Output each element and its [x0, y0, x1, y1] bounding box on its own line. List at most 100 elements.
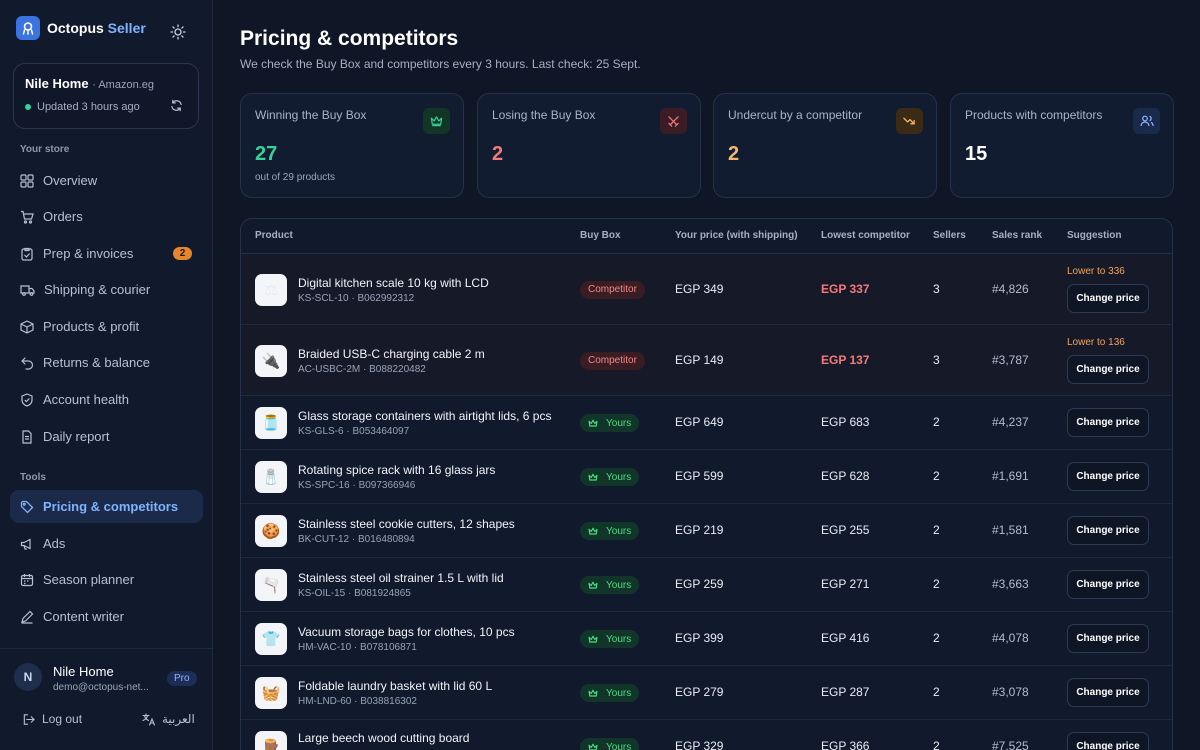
store-name: Nile Home · Amazon.eg [25, 76, 154, 91]
column-header-your-price[interactable]: Your price (with shipping) [675, 230, 798, 241]
column-header-suggestion[interactable]: Suggestion [1067, 230, 1122, 241]
lowest-competitor-price: EGP 337 [821, 281, 870, 296]
product-thumbnail[interactable]: 🫙 [255, 407, 287, 439]
column-header-lowest[interactable]: Lowest competitor [821, 230, 910, 241]
product-thumbnail[interactable]: 🧂 [255, 461, 287, 493]
change-price-button[interactable]: Change price [1067, 462, 1149, 491]
clipboard-icon [21, 247, 33, 261]
sellers-count: 2 [933, 685, 940, 699]
sales-rank: #7,525 [992, 739, 1029, 750]
sidebar-item-content-writer[interactable]: Content writer [10, 600, 203, 633]
octopus-logo-icon [16, 16, 40, 40]
lowest-competitor-price: EGP 416 [821, 631, 870, 645]
change-price-button[interactable]: Change price [1067, 570, 1149, 599]
product-name[interactable]: Rotating spice rack with 16 glass jars [298, 463, 496, 477]
table-row[interactable]: 🔌 Braided USB-C charging cable 2 m AC-USBC… [241, 325, 1172, 396]
change-price-button[interactable]: Change price [1067, 678, 1149, 707]
refresh-icon[interactable] [170, 99, 183, 115]
buybox-status-badge: Yours [580, 468, 640, 486]
brand-name: Octopus Seller [47, 20, 146, 36]
your-price: EGP 349 [675, 281, 724, 296]
change-price-button[interactable]: Change price [1067, 283, 1149, 313]
column-header-sellers[interactable]: Sellers [933, 230, 966, 241]
sidebar-item-pricing[interactable]: Pricing & competitors [10, 490, 203, 523]
theme-toggle-sun-icon[interactable] [170, 24, 186, 43]
crown-icon [423, 108, 450, 134]
product-thumbnail[interactable]: 🫗 [255, 569, 287, 601]
column-header-product[interactable]: Product [255, 230, 293, 241]
section-label-tools: Tools [20, 472, 46, 483]
product-name[interactable]: Glass storage containers with airtight l… [298, 409, 552, 423]
product-name[interactable]: Foldable laundry basket with lid 60 L [298, 679, 493, 693]
table-row[interactable]: 🍪 Stainless steel cookie cutters, 12 shap… [241, 504, 1172, 558]
product-name[interactable]: Vacuum storage bags for clothes, 10 pcs [298, 625, 515, 639]
table-row[interactable]: 🪵 Large beech wood cutting board Yours EGP … [241, 720, 1172, 750]
sidebar-item-daily-report[interactable]: Daily report [10, 420, 203, 453]
store-switcher[interactable]: Nile Home · Amazon.eg Updated 3 hours ag… [13, 63, 199, 129]
table-row[interactable]: 🧂 Rotating spice rack with 16 glass jars K… [241, 450, 1172, 504]
product-name[interactable]: Braided USB-C charging cable 2 m [298, 346, 485, 361]
buybox-status-badge: Competitor [580, 280, 645, 299]
sellers-count: 2 [933, 523, 940, 537]
change-price-button[interactable]: Change price [1067, 732, 1149, 750]
table-row[interactable]: 👕 Vacuum storage bags for clothes, 10 pcs… [241, 612, 1172, 666]
column-header-sales-rank[interactable]: Sales rank [992, 230, 1043, 241]
sidebar-item-prep-invoices[interactable]: Prep & invoices 2 [10, 237, 203, 270]
stat-value: 2 [492, 143, 504, 165]
sidebar-item-label: Overview [43, 173, 98, 188]
table-row[interactable]: 🧺 Foldable laundry basket with lid 60 L HM… [241, 666, 1172, 720]
product-sku: HM-LND-60 · B038816302 [298, 696, 417, 707]
logout-icon [23, 713, 35, 725]
brand[interactable]: Octopus Seller [16, 16, 146, 40]
crown-icon [588, 635, 602, 644]
your-price: EGP 329 [675, 739, 724, 750]
cart-icon [21, 210, 34, 224]
stat-note: out of 29 products [255, 172, 336, 183]
product-thumbnail[interactable]: 🪵 [255, 731, 287, 750]
sidebar-item-orders[interactable]: Orders [10, 200, 203, 233]
sidebar-item-shipping[interactable]: Shipping & courier [10, 273, 203, 306]
product-thumbnail[interactable]: 👕 [255, 623, 287, 655]
your-price: EGP 279 [675, 685, 724, 699]
stat-value: 15 [965, 143, 988, 165]
change-price-button[interactable]: Change price [1067, 408, 1149, 437]
product-name[interactable]: Digital kitchen scale 10 kg with LCD [298, 275, 489, 290]
table-row[interactable]: 🫙 Glass storage containers with airtight … [241, 396, 1172, 450]
sales-rank: #1,581 [992, 523, 1029, 537]
table-row[interactable]: ⚖ Digital kitchen scale 10 kg with LCD KS-… [241, 254, 1172, 325]
sidebar-item-account-health[interactable]: Account health [10, 383, 203, 416]
table-row[interactable]: 🫗 Stainless steel oil strainer 1.5 L with… [241, 558, 1172, 612]
sidebar-item-label: Content writer [43, 609, 124, 624]
product-thumbnail[interactable]: 🧺 [255, 677, 287, 709]
avatar[interactable]: N [14, 663, 42, 691]
product-thumbnail[interactable]: 🔌 [255, 344, 287, 377]
sidebar-item-ads[interactable]: Ads [10, 527, 203, 560]
sellers-count: 3 [933, 352, 940, 367]
product-sku: AC-USBC-2M · B088220482 [298, 363, 426, 375]
sidebar-item-overview[interactable]: Overview [10, 164, 203, 197]
sales-rank: #4,826 [992, 281, 1029, 296]
sidebar-item-products-profit[interactable]: Products & profit [10, 310, 203, 343]
lowest-competitor-price: EGP 137 [821, 352, 870, 367]
sidebar-item-returns[interactable]: Returns & balance [10, 346, 203, 379]
page-subtitle: We check the Buy Box and competitors eve… [240, 57, 641, 71]
stat-label: Winning the Buy Box [255, 108, 367, 122]
stat-card-competitors: Products with competitors 15 [950, 93, 1174, 198]
change-price-button[interactable]: Change price [1067, 624, 1149, 653]
change-price-button[interactable]: Change price [1067, 516, 1149, 545]
product-name[interactable]: Large beech wood cutting board [298, 731, 470, 745]
buybox-status-badge: Yours [580, 414, 640, 432]
lowest-competitor-price: EGP 683 [821, 415, 870, 429]
sidebar-item-label: Season planner [43, 572, 135, 587]
user-email: demo@octopus-net... [53, 682, 149, 693]
product-name[interactable]: Stainless steel oil strainer 1.5 L with … [298, 571, 504, 585]
change-price-button[interactable]: Change price [1067, 354, 1149, 384]
product-sku: HM-VAC-10 · B078106871 [298, 642, 417, 653]
product-thumbnail[interactable]: ⚖ [255, 273, 287, 306]
product-thumbnail[interactable]: 🍪 [255, 515, 287, 547]
column-header-buybox[interactable]: Buy Box [580, 230, 621, 241]
language-switch[interactable]: العربية [142, 712, 195, 726]
logout-button[interactable]: Log out [22, 712, 82, 726]
sidebar-item-season-planner[interactable]: Season planner [10, 563, 203, 596]
product-name[interactable]: Stainless steel cookie cutters, 12 shape… [298, 517, 515, 531]
